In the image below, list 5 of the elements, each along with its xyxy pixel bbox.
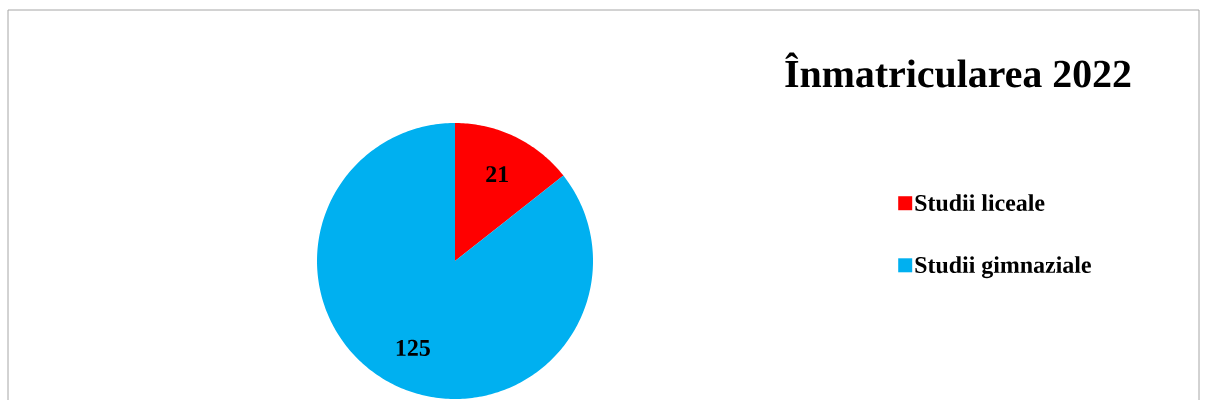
chart-title: Înmatricularea 2022 (785, 52, 1131, 88)
legend-label: Studii gimnaziale (915, 256, 1091, 279)
data-label: 125 (396, 339, 430, 356)
legend-label: Studii liceale (915, 194, 1045, 212)
data-label: 21 (486, 166, 508, 183)
